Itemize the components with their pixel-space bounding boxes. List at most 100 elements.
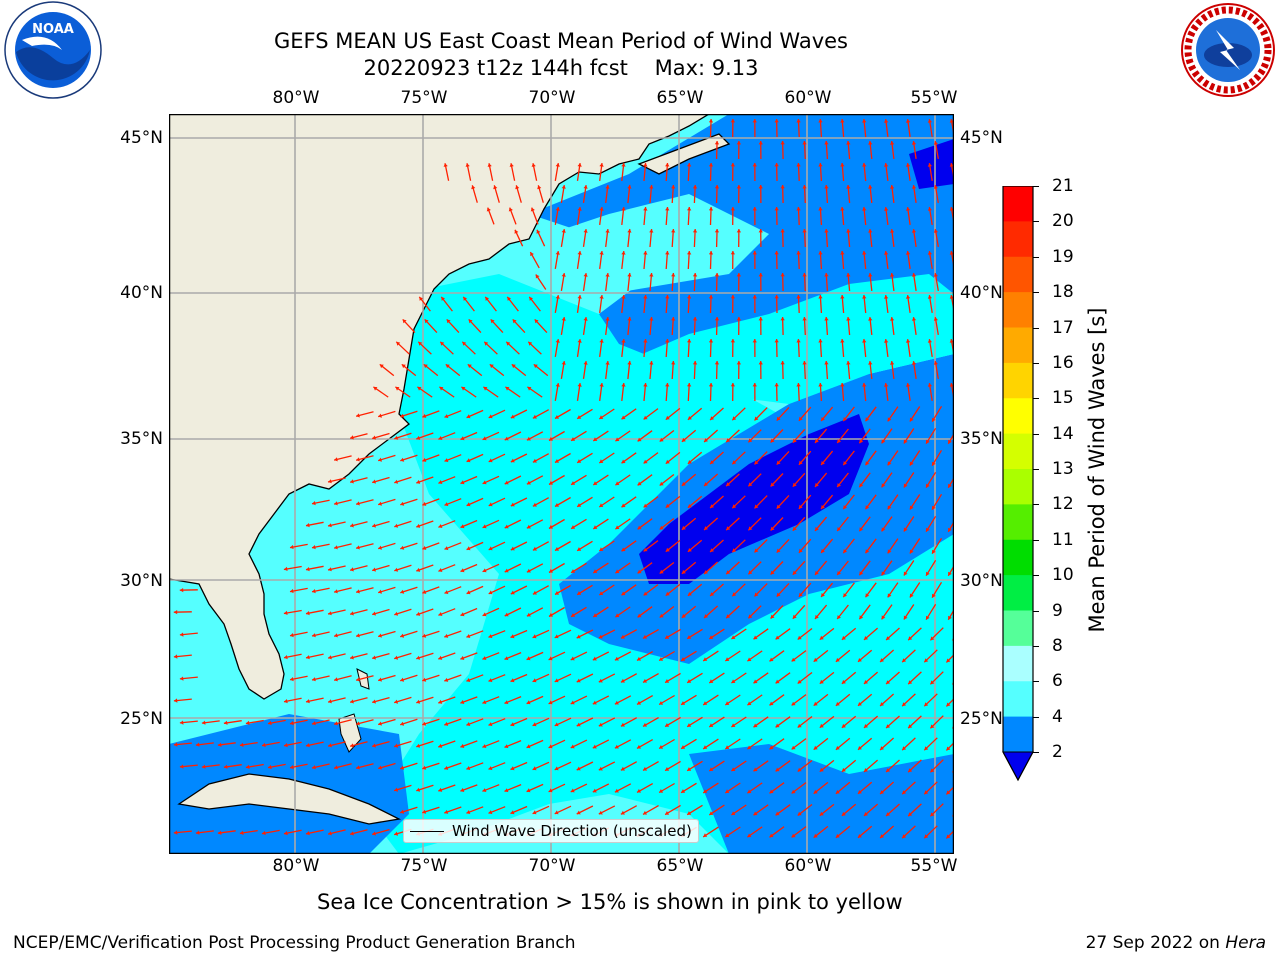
wave-arrow-head <box>418 341 423 346</box>
wave-arrow-head <box>328 567 332 572</box>
wave-arrow-head <box>692 317 698 321</box>
wave-arrow-head <box>527 386 532 391</box>
wave-arrow-head <box>533 364 538 369</box>
wave-arrow-head <box>710 504 715 508</box>
wave-arrow-head <box>400 501 405 506</box>
wave-arrow-head <box>881 527 886 532</box>
wave-arrow-head <box>532 458 537 463</box>
wave-arrow-head <box>903 615 908 620</box>
wave-arrow-head <box>780 185 785 189</box>
colorbar-tick-label: 10 <box>1052 565 1074 586</box>
wave-arrow-head <box>504 700 509 705</box>
wave-arrow-head <box>577 295 582 299</box>
wave-arrow-head <box>372 831 376 836</box>
wave-arrow-head <box>554 766 559 771</box>
wave-arrow-head <box>637 700 641 705</box>
wave-arrow-head <box>791 833 796 838</box>
wave-arrow-head <box>924 658 929 663</box>
wave-arrow-head <box>350 831 354 836</box>
wave-arrow-head <box>440 341 445 346</box>
wave-arrow-head <box>555 295 560 299</box>
colorbar-tick-label: 20 <box>1052 211 1074 232</box>
wave-arrow-head <box>466 590 471 595</box>
wave-arrow-head <box>356 633 360 638</box>
wave-arrow-head <box>510 414 515 419</box>
wave-arrow-head <box>532 634 537 639</box>
wave-arrow-head <box>577 339 582 343</box>
wave-arrow-head <box>598 722 603 727</box>
wave-arrow-head <box>725 701 730 705</box>
wave-arrow-head <box>905 119 911 123</box>
wave-arrow-head <box>798 460 803 465</box>
wave-arrow-head <box>422 457 427 462</box>
wave-arrow-head <box>599 503 604 507</box>
wave-arrow-head <box>555 547 559 551</box>
wave-arrow-head <box>583 273 588 277</box>
wave-arrow-head <box>328 743 332 748</box>
wave-arrow-head <box>927 163 932 167</box>
wave-arrow-head <box>824 317 829 321</box>
wave-arrow-head <box>438 436 443 440</box>
wave-arrow-head <box>438 699 443 704</box>
wave-arrow-head <box>577 383 582 387</box>
wave-arrow-head <box>905 295 911 299</box>
wave-arrow-head <box>864 680 868 684</box>
wave-arrow-head <box>577 503 582 507</box>
wave-arrow-head <box>173 742 178 747</box>
colorbar-tick-label: 19 <box>1052 246 1074 267</box>
wave-arrow-head <box>665 339 670 343</box>
wave-arrow-head <box>627 317 632 321</box>
colorbar-tick-mark <box>1033 645 1039 647</box>
wave-arrow-head <box>868 361 873 365</box>
wave-arrow-head <box>930 812 935 817</box>
wave-arrow-head <box>774 207 779 211</box>
lat-tick-right: 30°N <box>960 571 1003 591</box>
wave-arrow-head <box>843 417 847 422</box>
wave-arrow-head <box>758 361 763 365</box>
wave-arrow-head <box>671 317 676 321</box>
wave-arrow-head <box>776 548 781 553</box>
wave-arrow-head <box>173 830 178 835</box>
wave-arrow-head <box>356 677 360 682</box>
wave-arrow-head <box>858 746 862 750</box>
wave-arrow-head <box>687 767 692 771</box>
wave-arrow-head <box>797 723 802 728</box>
wave-arrow-head <box>438 743 443 748</box>
wave-arrow-head <box>884 163 889 167</box>
wave-arrow-head <box>818 251 823 255</box>
wave-arrow-head <box>946 746 951 751</box>
wave-arrow-head <box>887 461 892 466</box>
wave-arrow-head <box>328 479 332 484</box>
wave-arrow-head <box>819 723 824 728</box>
wave-arrow-head <box>378 633 382 638</box>
wave-arrow-head <box>815 614 819 619</box>
wave-arrow-head <box>948 439 952 444</box>
wave-arrow-head <box>710 548 715 552</box>
lon-tick-bottom: 55°W <box>910 856 958 876</box>
wave-arrow-head <box>378 457 382 462</box>
wave-arrow-head <box>372 743 376 748</box>
wave-arrow-head <box>796 207 801 211</box>
wave-arrow-head <box>460 699 465 704</box>
wave-arrow-head <box>394 699 399 704</box>
lat-tick-left: 35°N <box>120 429 163 449</box>
wave-arrow-head <box>530 252 534 257</box>
wave-arrow-head <box>614 788 619 793</box>
wave-arrow-head <box>350 435 354 440</box>
wave-arrow-head <box>466 502 471 507</box>
wave-arrow-head <box>859 483 864 488</box>
wave-arrow-head <box>576 766 581 771</box>
wave-arrow-head <box>570 656 575 661</box>
wave-arrow-head <box>748 438 753 443</box>
wave-arrow-head <box>482 788 487 792</box>
wave-arrow-head <box>732 416 737 421</box>
wave-arrow-head <box>911 361 917 365</box>
wave-arrow-head <box>902 746 907 751</box>
wave-arrow-head <box>577 459 582 463</box>
wave-arrow-head <box>732 504 737 509</box>
wave-arrow-head <box>416 523 421 528</box>
wave-arrow-head <box>725 789 730 793</box>
wave-arrow-head <box>268 764 272 770</box>
wave-arrow-head <box>659 481 664 486</box>
wave-arrow-head <box>880 790 884 794</box>
